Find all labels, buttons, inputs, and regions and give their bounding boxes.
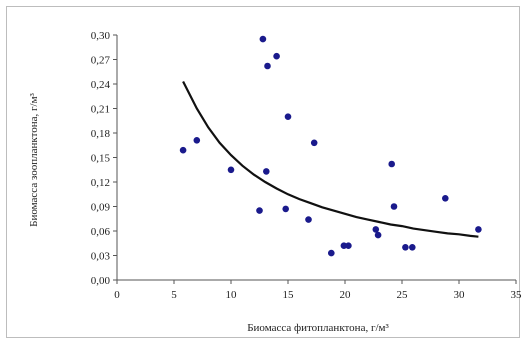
data-point	[372, 226, 380, 233]
data-point	[402, 244, 409, 251]
data-point	[259, 35, 267, 43]
x-axis-label: Биомасса фитопланктона, г/м³	[247, 322, 389, 334]
x-tick-label: 25	[397, 289, 409, 301]
data-point	[282, 205, 290, 213]
data-point	[390, 203, 398, 210]
data-point	[263, 168, 270, 175]
data-point	[374, 231, 382, 239]
data-point	[345, 242, 352, 249]
x-tick-label: 30	[454, 289, 466, 301]
y-axis-label: Биомасса зоопланктона, г/м³	[28, 92, 40, 226]
data-point	[442, 195, 449, 202]
x-tick-label: 35	[511, 289, 523, 301]
x-tick-label: 20	[340, 289, 352, 301]
chart-frame	[6, 6, 520, 338]
data-point	[475, 226, 482, 233]
x-tick-label: 0	[114, 289, 120, 301]
y-tick-label: 0,03	[91, 251, 111, 263]
data-points	[179, 35, 482, 257]
y-tick-label: 0,27	[91, 55, 111, 67]
data-point	[305, 216, 312, 223]
data-point	[273, 52, 280, 60]
axes	[113, 34, 517, 284]
data-point	[284, 113, 292, 120]
y-tick-label: 0,00	[91, 275, 111, 287]
data-point	[193, 137, 201, 144]
y-tick-label: 0,21	[91, 104, 110, 116]
trendline	[182, 81, 479, 238]
trendline-group	[182, 81, 479, 238]
y-tick-labels: 0,00 0,03 0,06 0,09 0,12 0,15 0,18 0,21 0,24 0,27…	[91, 30, 111, 287]
data-point	[179, 146, 187, 154]
data-point	[256, 207, 263, 214]
data-point	[264, 62, 271, 70]
data-point	[310, 139, 318, 147]
y-tick-label: 0,24	[91, 79, 111, 91]
y-tick-label: 0,06	[91, 226, 111, 238]
x-tick-label: 15	[283, 289, 295, 301]
data-point	[409, 244, 416, 251]
y-tick-label: 0,30	[91, 30, 111, 42]
y-tick-label: 0,15	[91, 153, 111, 165]
x-tick-label: 5	[171, 289, 177, 301]
y-tick-label: 0,09	[91, 202, 111, 214]
y-tick-label: 0,18	[91, 128, 111, 140]
x-tick-label: 10	[226, 289, 238, 301]
x-tick-labels: 0 5 10 15 20 25 30 35	[114, 289, 522, 301]
data-point	[227, 166, 235, 174]
data-point	[328, 249, 335, 257]
y-tick-label: 0,12	[91, 177, 110, 189]
data-point	[388, 160, 396, 168]
